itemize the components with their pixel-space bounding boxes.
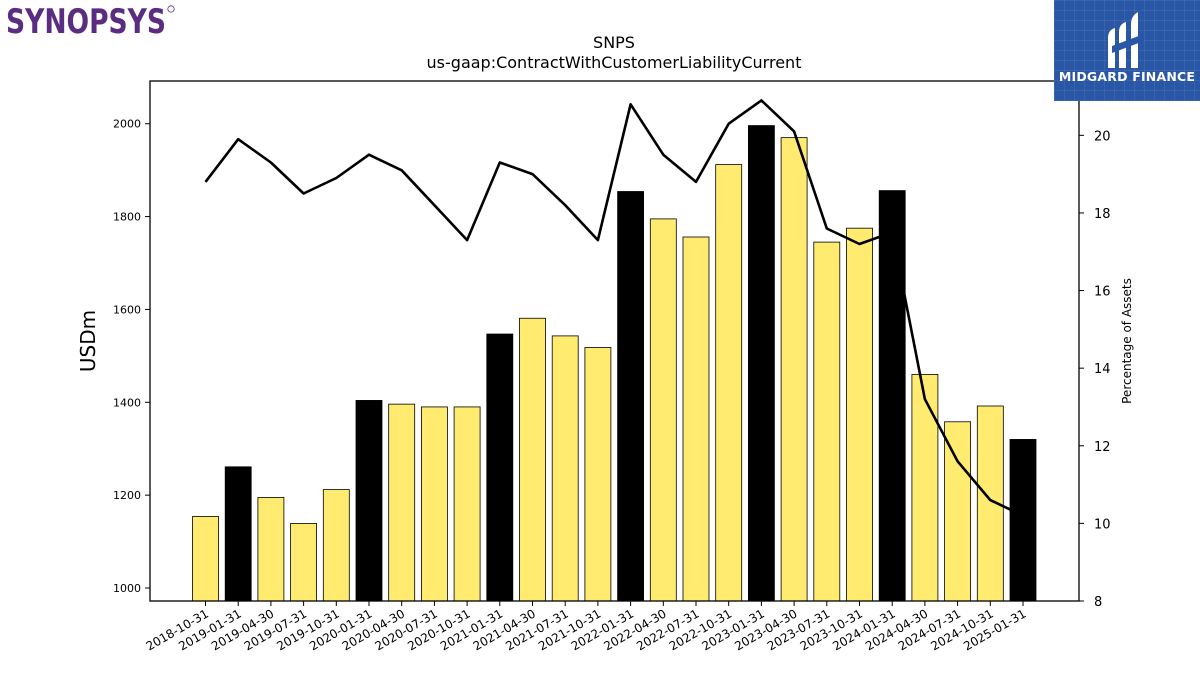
bar <box>813 241 841 602</box>
bar <box>519 317 546 602</box>
y2-tick-label: 8 <box>1094 595 1102 610</box>
y-tick-label: 1600 <box>113 303 141 316</box>
registered-mark-icon <box>167 5 175 13</box>
bar <box>486 333 514 602</box>
y-tick-label: 1200 <box>113 489 141 502</box>
left-axis: 1000 1200 1400 1600 1800 2000 <box>113 118 150 595</box>
y2-axis-label: Percentage of Assets <box>1120 278 1134 404</box>
y-tick-label: 1800 <box>113 211 141 224</box>
bar <box>715 164 743 602</box>
bar <box>682 236 710 602</box>
midgard-mark-icon <box>1108 12 1144 68</box>
bar <box>944 421 971 602</box>
y2-tick-label: 12 <box>1094 440 1111 455</box>
bar <box>420 406 448 602</box>
synopsys-logo-text: SYNOPSYS <box>6 2 166 42</box>
bar <box>224 466 252 602</box>
bar <box>192 516 219 602</box>
percentage-line <box>204 99 1024 517</box>
bar <box>649 218 677 602</box>
x-axis: 2018-10-312019-01-312019-04-302019-07-31… <box>144 601 1029 653</box>
bar <box>911 374 939 602</box>
chart-subtitle: us-gaap:ContractWithCustomerLiabilityCur… <box>427 53 802 72</box>
y2-tick-label: 14 <box>1094 362 1111 377</box>
bar <box>355 400 383 602</box>
percentage-line-group <box>204 99 1024 517</box>
y-tick-label: 1000 <box>113 582 141 595</box>
bar <box>257 497 285 602</box>
bar <box>780 137 808 602</box>
y2-tick-label: 18 <box>1094 207 1111 222</box>
bar <box>617 191 644 602</box>
y2-tick-label: 20 <box>1094 129 1111 144</box>
midgard-brand-text: MIDGARD FINANCE <box>1058 69 1196 84</box>
bar <box>584 347 612 602</box>
bar <box>1009 439 1037 602</box>
y2-tick-label: 10 <box>1094 517 1111 532</box>
bar <box>551 335 579 602</box>
y-tick-label: 1400 <box>113 396 141 409</box>
bar <box>322 489 350 602</box>
right-axis: 8 10 12 14 16 18 20 <box>1079 129 1111 610</box>
bar <box>878 190 906 602</box>
bar <box>846 227 873 602</box>
y-axis-label: USDm <box>76 310 100 372</box>
bar <box>748 125 775 602</box>
y-tick-label: 2000 <box>113 118 141 131</box>
bar <box>290 523 318 602</box>
bar <box>453 406 481 602</box>
synopsys-logo: SYNOPSYS <box>4 0 179 48</box>
bar <box>388 403 416 602</box>
y2-tick-label: 16 <box>1094 285 1111 300</box>
midgard-finance-logo: MIDGARD FINANCE <box>1054 0 1200 101</box>
bars-group <box>192 125 1037 602</box>
chart-title: SNPS <box>593 33 635 52</box>
plot-frame <box>149 80 1080 602</box>
